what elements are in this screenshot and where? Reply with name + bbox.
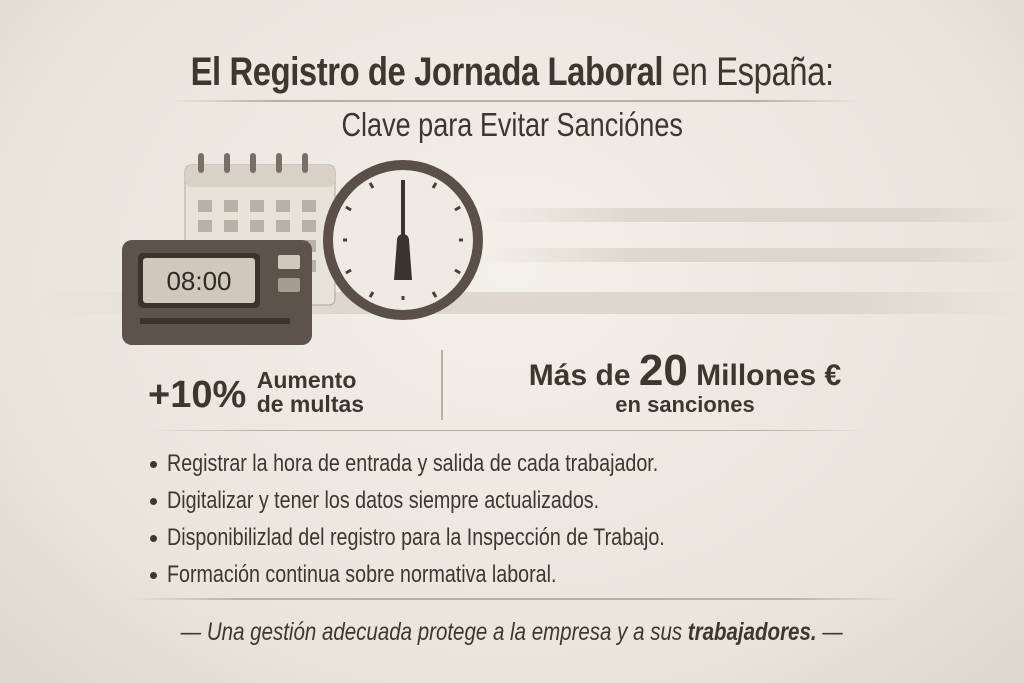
wall-clock-icon	[323, 160, 483, 320]
title-bold: El Registro de Jornada Laboral	[190, 50, 663, 94]
list-item: Registrar la hora de entrada y salida de…	[150, 450, 774, 487]
stat-prefix: Más de	[528, 359, 631, 392]
time-clock-icon: 08:00	[122, 240, 312, 345]
list-item: Formación continua sobre normativa labor…	[150, 561, 774, 598]
bullet-icon	[150, 461, 157, 469]
stat-suffix: Millones €	[696, 359, 842, 392]
stat-value: +10%	[148, 374, 247, 416]
stat-value: 20	[638, 346, 688, 395]
stat-label: en sanciones	[615, 392, 755, 417]
bullet-list: Registrar la hora de entrada y salida de…	[150, 450, 774, 598]
page-title: El Registro de Jornada Laboral en España…	[0, 50, 1024, 95]
title-regular: en España:	[671, 50, 834, 94]
stat-label-2: de multas	[256, 391, 365, 417]
bullet-icon	[150, 498, 157, 506]
time-display: 08:00	[166, 266, 231, 296]
decor-streak	[480, 248, 1024, 262]
bullet-icon	[150, 535, 157, 543]
title-divider	[170, 100, 860, 102]
decor-streak	[480, 208, 1024, 222]
subtitle: Clave para Evitar Sanciónes	[341, 106, 683, 143]
list-item: Digitalizar y tener los datos siempre ac…	[150, 487, 774, 524]
list-item: Disponibilizlad del registro para la Ins…	[150, 524, 774, 561]
stat-sanctions: Más de 20 Millones € en sanciones	[470, 346, 900, 418]
divider	[150, 430, 870, 431]
footer-tagline: — Una gestión adecuada protege a la empr…	[180, 618, 844, 646]
stat-label-1: Aumento	[256, 367, 357, 393]
stat-fines-increase: +10% Aumento de multas	[148, 368, 364, 417]
bullet-icon	[150, 572, 157, 580]
divider	[130, 598, 900, 600]
illustration: 08:00	[122, 153, 483, 345]
stat-divider	[441, 350, 443, 420]
